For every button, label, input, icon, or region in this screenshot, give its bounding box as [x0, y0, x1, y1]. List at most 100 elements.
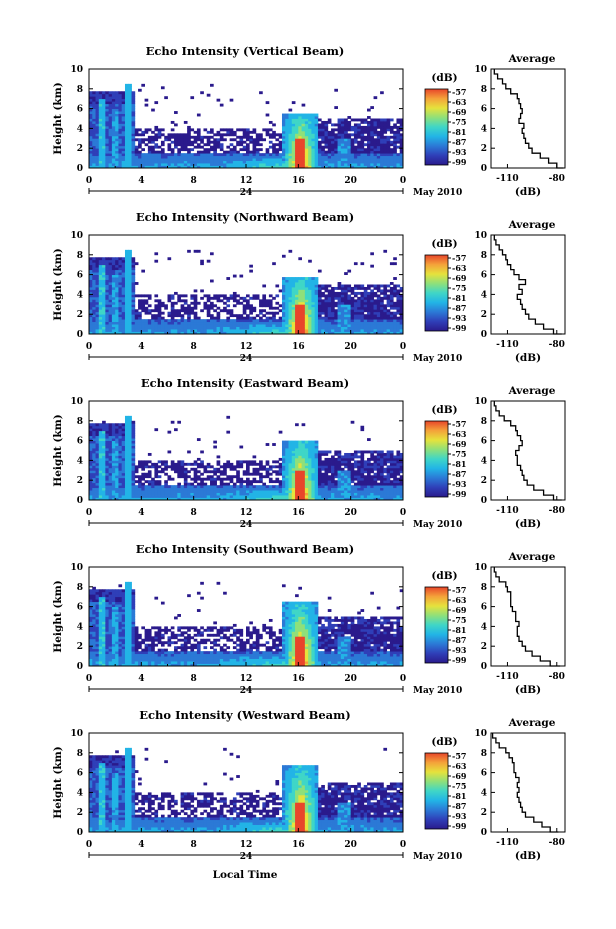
heatmap-cell: [89, 460, 93, 464]
heatmap-cell: [363, 301, 368, 305]
heatmap-cell: [376, 123, 381, 127]
heatmap-cell: [95, 475, 100, 479]
heatmap-cell: [92, 101, 96, 105]
heatmap-cell: [164, 482, 168, 486]
heatmap-cell: [105, 452, 110, 456]
heatmap-cell: [360, 138, 365, 142]
heatmap-cell: [105, 128, 110, 132]
heatmap-cell: [180, 138, 185, 142]
heatmap-cell: [334, 309, 338, 313]
heatmap-cell: [164, 462, 168, 466]
heatmap-cell: [164, 306, 168, 310]
heatmap-cell: [317, 465, 322, 469]
heatmap-cell: [105, 274, 110, 278]
heatmap-cell: [291, 155, 296, 159]
heatmap-cell: [147, 452, 152, 456]
heatmap-cell: [223, 138, 227, 142]
heatmap-cell: [138, 138, 142, 142]
heatmap-cell: [281, 128, 286, 132]
heatmap-cell: [131, 130, 136, 134]
heatmap-cell: [226, 331, 231, 335]
heatmap-cell: [304, 448, 309, 451]
heatmap-cell: [373, 291, 378, 295]
heatmap-cell: [118, 448, 123, 451]
heatmap-cell: [108, 324, 113, 327]
heatmap-cell: [288, 160, 293, 164]
heatmap-cell: [92, 448, 96, 451]
date-day-label: 24: [240, 354, 253, 364]
heatmap-cell: [134, 309, 139, 313]
heatmap-cell: [102, 326, 106, 330]
heatmap-cell: [373, 120, 378, 124]
heatmap-cell: [105, 96, 110, 100]
heatmap-cell: [255, 467, 260, 471]
heatmap-cell: [124, 462, 129, 466]
heatmap-cell: [236, 485, 240, 489]
heatmap-cell: [177, 485, 181, 489]
heatmap-cell: [334, 301, 338, 305]
heatmap-cell: [344, 314, 348, 318]
heatmap-cell: [92, 148, 96, 152]
heatmap-cell: [111, 98, 116, 102]
heatmap-cell: [353, 306, 358, 310]
heatmap-cell: [128, 495, 132, 498]
heatmap-cell: [301, 306, 306, 310]
heatmap-cell: [89, 309, 93, 313]
heatmap-cell: [327, 319, 332, 323]
heatmap-cell: [373, 150, 378, 154]
heatmap-cell: [262, 165, 267, 169]
heatmap-cell: [108, 497, 113, 501]
heatmap-cell: [301, 495, 306, 498]
heatmap-cell: [154, 462, 159, 466]
heatmap-cell: [360, 309, 365, 313]
heatmap-cell: [216, 319, 221, 323]
heatmap-cell: [236, 321, 240, 325]
heatmap-cell: [89, 311, 93, 315]
heatmap-cell: [367, 301, 371, 305]
heatmap-cell: [314, 457, 319, 461]
heatmap-cell: [102, 457, 106, 461]
heatmap-cell: [92, 485, 96, 489]
heatmap-cell: [183, 143, 188, 147]
heatmap-cell: [327, 148, 332, 152]
heatmap-cell: [295, 145, 299, 149]
heatmap-cell: [389, 160, 394, 164]
heatmap-cell: [285, 289, 289, 293]
heatmap-cell: [396, 125, 401, 129]
heatmap-cell: [177, 472, 181, 476]
heatmap-cell: [232, 150, 237, 154]
heatmap-cell: [236, 331, 240, 335]
heatmap-cell: [206, 475, 211, 479]
heatmap-cell: [399, 301, 404, 305]
heatmap-cell: [232, 326, 237, 330]
heatmap-cell: [386, 324, 391, 327]
heatmap-cell: [259, 495, 263, 498]
heatmap-cell: [262, 309, 267, 313]
heatmap-cell: [92, 465, 96, 469]
heatmap-cell: [367, 120, 371, 124]
heatmap-cell: [177, 460, 181, 464]
heatmap-cell: [223, 324, 227, 327]
heatmap-cell: [95, 440, 100, 444]
heatmap-cell: [334, 160, 338, 164]
heatmap-cell: [281, 286, 286, 290]
heatmap-cell: [295, 138, 299, 142]
heatmap-cell: [128, 492, 132, 496]
heatmap-cell: [183, 163, 188, 166]
heatmap-cell: [337, 130, 342, 134]
heatmap-cell: [232, 465, 237, 469]
heatmap-cell: [327, 299, 332, 303]
heatmap-cell: [246, 470, 250, 474]
heatmap-cell: [174, 462, 178, 466]
heatmap-cell: [340, 311, 345, 315]
heatmap-cell: [118, 316, 123, 320]
heatmap-cell: [105, 448, 110, 451]
heatmap-cell: [229, 128, 234, 132]
heatmap-cell: [89, 96, 93, 100]
heatmap-cell: [363, 125, 368, 129]
heatmap-cell: [121, 274, 126, 278]
heatmap-cell: [210, 480, 214, 484]
heatmap-cell: [128, 133, 132, 137]
heatmap-cell: [128, 259, 132, 263]
heatmap-cell: [128, 450, 132, 454]
